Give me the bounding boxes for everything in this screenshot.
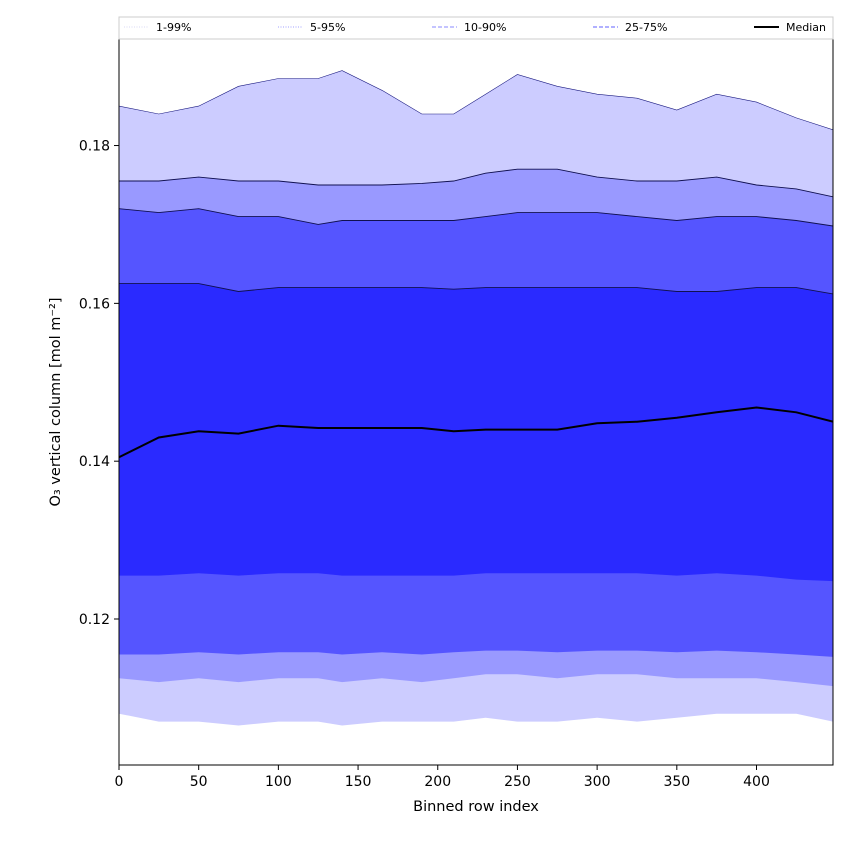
x-tick-label: 0 (115, 774, 124, 790)
legend-label: 10-90% (464, 21, 506, 34)
band-upper-edge-25-75pct (119, 283, 833, 295)
legend-label: 1-99% (156, 21, 191, 34)
x-tick-label: 150 (345, 774, 372, 790)
x-tick-label: 400 (743, 774, 770, 790)
y-axis: 0.12 0.14 0.16 0.18 (79, 139, 119, 628)
x-tick-label: 250 (504, 774, 531, 790)
y-tick-label: 0.16 (79, 296, 110, 312)
legend: 1-99% 5-95% 10-90% 25-75% Median (118, 16, 834, 40)
legend-label: Median (786, 21, 826, 34)
legend-label: 5-95% (310, 21, 345, 34)
y-axis-label: O₃ vertical column [mol m⁻²] (48, 297, 64, 506)
median-line (119, 406, 833, 459)
band-upper-edge-1-99pct (119, 70, 833, 131)
legend-label: 25-75% (625, 21, 667, 34)
y-tick-label: 0.18 (79, 139, 110, 155)
y-tick-label: 0.14 (79, 454, 110, 470)
band-25-75pct (119, 283, 833, 582)
band-upper-edge-5-95pct (119, 168, 833, 198)
x-axis: 0 50 100 150 200 250 300 350 400 (115, 765, 770, 790)
x-tick-label: 50 (190, 774, 208, 790)
y-tick-label: 0.12 (79, 612, 110, 628)
x-tick-label: 200 (424, 774, 451, 790)
median-layer (119, 406, 833, 459)
bands-layer (119, 70, 833, 726)
band-upper-edge-10-90pct (119, 208, 833, 227)
x-axis-label: Binned row index (413, 799, 539, 815)
x-tick-label: 300 (584, 774, 611, 790)
x-tick-label: 100 (265, 774, 292, 790)
x-tick-label: 350 (663, 774, 690, 790)
legend-box (118, 16, 834, 40)
